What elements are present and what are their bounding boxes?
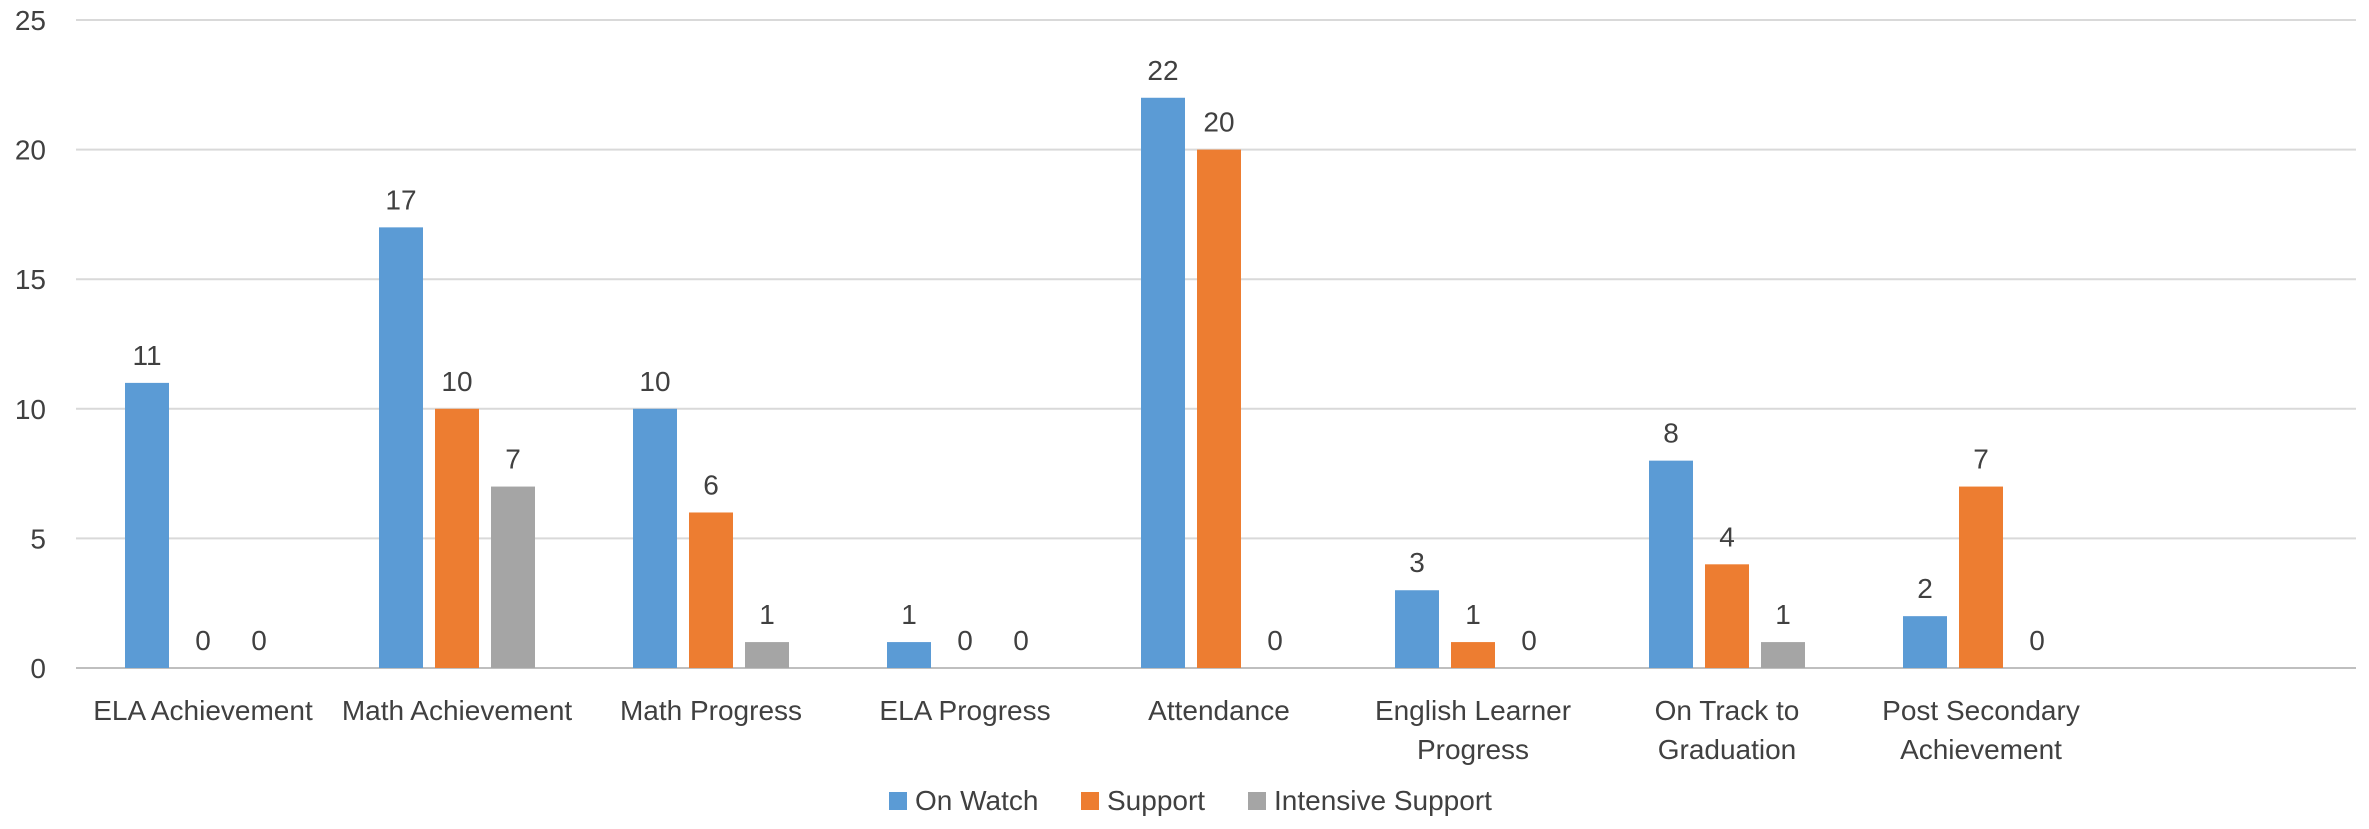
legend: On Watch Support Intensive Support [889, 785, 1492, 816]
bar [1761, 642, 1805, 668]
x-tick-label: Post Secondary [1882, 695, 2080, 726]
data-label: 0 [1521, 625, 1537, 656]
y-tick-label: 25 [15, 5, 46, 36]
x-axis-categories: ELA Achievement Math Achievement Math Prog… [93, 695, 2080, 765]
bar [1141, 97, 1185, 668]
legend-label: Intensive Support [1274, 785, 1492, 816]
bar [633, 408, 677, 668]
data-label: 0 [1013, 625, 1029, 656]
bar [745, 642, 789, 668]
x-tick-label: Math Progress [620, 695, 802, 726]
bar [491, 486, 535, 668]
data-label: 0 [957, 625, 973, 656]
legend-swatch [1081, 792, 1099, 810]
bar [1451, 642, 1495, 668]
data-label: 7 [1973, 444, 1989, 475]
x-tick-label: ELA Progress [879, 695, 1050, 726]
x-tick-label: Progress [1417, 734, 1529, 765]
x-tick-label: Attendance [1148, 695, 1290, 726]
data-label: 0 [1267, 625, 1283, 656]
x-tick-label: Graduation [1658, 734, 1797, 765]
x-tick-label: ELA Achievement [93, 695, 313, 726]
x-tick-label: English Learner [1375, 695, 1571, 726]
data-label: 1 [901, 599, 917, 630]
data-label: 0 [195, 625, 211, 656]
bar [1903, 616, 1947, 668]
data-label: 10 [639, 366, 670, 397]
bar [1705, 564, 1749, 668]
data-label: 10 [441, 366, 472, 397]
y-tick-label: 15 [15, 264, 46, 295]
y-tick-label: 10 [15, 394, 46, 425]
y-tick-label: 0 [30, 653, 46, 684]
data-label: 1 [759, 599, 775, 630]
data-label: 1 [1465, 599, 1481, 630]
data-label: 8 [1663, 418, 1679, 449]
bar [125, 382, 169, 668]
data-label: 0 [2029, 625, 2045, 656]
y-tick-label: 5 [30, 523, 46, 554]
data-label: 17 [385, 184, 416, 215]
legend-swatch [1248, 792, 1266, 810]
x-tick-label: Achievement [1900, 734, 2062, 765]
data-label: 20 [1203, 107, 1234, 138]
data-label: 2 [1917, 573, 1933, 604]
data-label: 0 [251, 625, 267, 656]
legend-label: Support [1107, 785, 1205, 816]
bar [1197, 149, 1241, 669]
bars [125, 97, 2003, 669]
legend-swatch [889, 792, 907, 810]
data-label: 11 [132, 340, 161, 371]
y-tick-label: 20 [15, 135, 46, 166]
bar [1395, 590, 1439, 668]
bar [1959, 486, 2003, 668]
bar [1649, 460, 1693, 668]
y-axis-ticks: 0 5 10 15 20 25 [15, 5, 46, 684]
bar [435, 408, 479, 668]
data-label: 22 [1147, 55, 1178, 86]
legend-label: On Watch [915, 785, 1038, 816]
bar [689, 512, 733, 668]
x-tick-label: On Track to [1655, 695, 1800, 726]
bar [379, 227, 423, 669]
x-tick-label: Math Achievement [342, 695, 573, 726]
bar [887, 642, 931, 668]
data-label: 4 [1719, 521, 1735, 552]
data-label: 6 [703, 469, 719, 500]
data-label: 1 [1775, 599, 1791, 630]
data-label: 3 [1409, 547, 1425, 578]
data-label: 7 [505, 444, 521, 475]
